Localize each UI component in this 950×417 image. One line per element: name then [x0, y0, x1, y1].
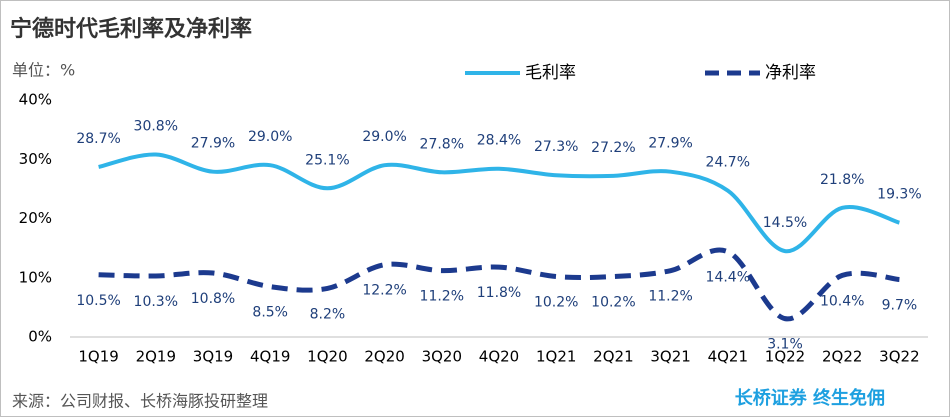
value-label: 21.8%: [820, 172, 864, 188]
x-tick-label: 3Q20: [422, 348, 462, 366]
x-tick-label: 2Q19: [136, 348, 176, 366]
value-label: 12.2%: [362, 283, 406, 299]
y-tick-label: 20%: [19, 209, 52, 227]
value-label: 10.8%: [191, 291, 235, 307]
value-label: 8.5%: [252, 305, 288, 321]
value-label: 10.4%: [820, 293, 864, 309]
y-tick-label: 30%: [19, 150, 52, 168]
value-label: 27.8%: [420, 136, 464, 152]
series-line: [98, 247, 900, 322]
value-label: 9.7%: [882, 298, 918, 314]
x-tick-label: 3Q21: [650, 348, 690, 366]
legend-label: 净利率: [765, 63, 816, 83]
x-tick-label: 3Q19: [193, 348, 233, 366]
unit-label: 单位：%: [12, 61, 75, 80]
value-label: 28.7%: [76, 131, 120, 147]
value-label: 27.9%: [191, 136, 235, 152]
legend-label: 毛利率: [525, 63, 576, 83]
value-label: 10.2%: [534, 295, 578, 311]
y-tick-label: 0%: [28, 328, 52, 346]
value-label: 28.4%: [477, 133, 521, 149]
y-tick-label: 10%: [19, 268, 52, 286]
source: 来源：公司财报、长桥海豚投研整理: [12, 392, 268, 411]
x-tick-label: 4Q19: [250, 348, 290, 366]
x-tick-label: 4Q21: [708, 348, 748, 366]
value-label: 11.8%: [477, 285, 521, 301]
brand: 长桥证券 终生免佣: [735, 387, 885, 409]
chart-title: 宁德时代毛利率及净利率: [10, 16, 252, 42]
value-label: 27.3%: [534, 139, 578, 155]
value-label: 8.2%: [310, 306, 346, 322]
x-tick-label: 4Q20: [479, 348, 519, 366]
value-label: 10.3%: [134, 294, 178, 310]
value-label: 30.8%: [134, 119, 178, 135]
x-tick-label: 1Q21: [536, 348, 576, 366]
value-label: 14.5%: [763, 215, 807, 231]
value-label: 27.2%: [591, 140, 635, 156]
x-tick-label: 2Q21: [593, 348, 633, 366]
x-tick-label: 1Q22: [765, 348, 805, 366]
y-tick-label: 40%: [19, 91, 52, 109]
value-label: 3.1%: [767, 337, 803, 353]
series-line: [98, 152, 901, 254]
x-tick-label: 2Q20: [364, 348, 404, 366]
value-label: 25.1%: [305, 152, 349, 168]
x-tick-label: 1Q20: [307, 348, 347, 366]
value-label: 27.9%: [648, 136, 692, 152]
x-tick-label: 1Q19: [78, 348, 118, 366]
value-label: 11.2%: [420, 289, 464, 305]
value-label: 10.2%: [591, 295, 635, 311]
value-label: 11.2%: [648, 289, 692, 305]
value-label: 19.3%: [877, 187, 921, 203]
value-label: 29.0%: [248, 129, 292, 145]
value-label: 14.4%: [706, 270, 750, 286]
value-label: 29.0%: [362, 129, 406, 145]
x-tick-label: 2Q22: [822, 348, 862, 366]
value-label: 10.5%: [76, 293, 120, 309]
x-tick-label: 3Q22: [879, 348, 919, 366]
value-label: 24.7%: [706, 155, 750, 171]
